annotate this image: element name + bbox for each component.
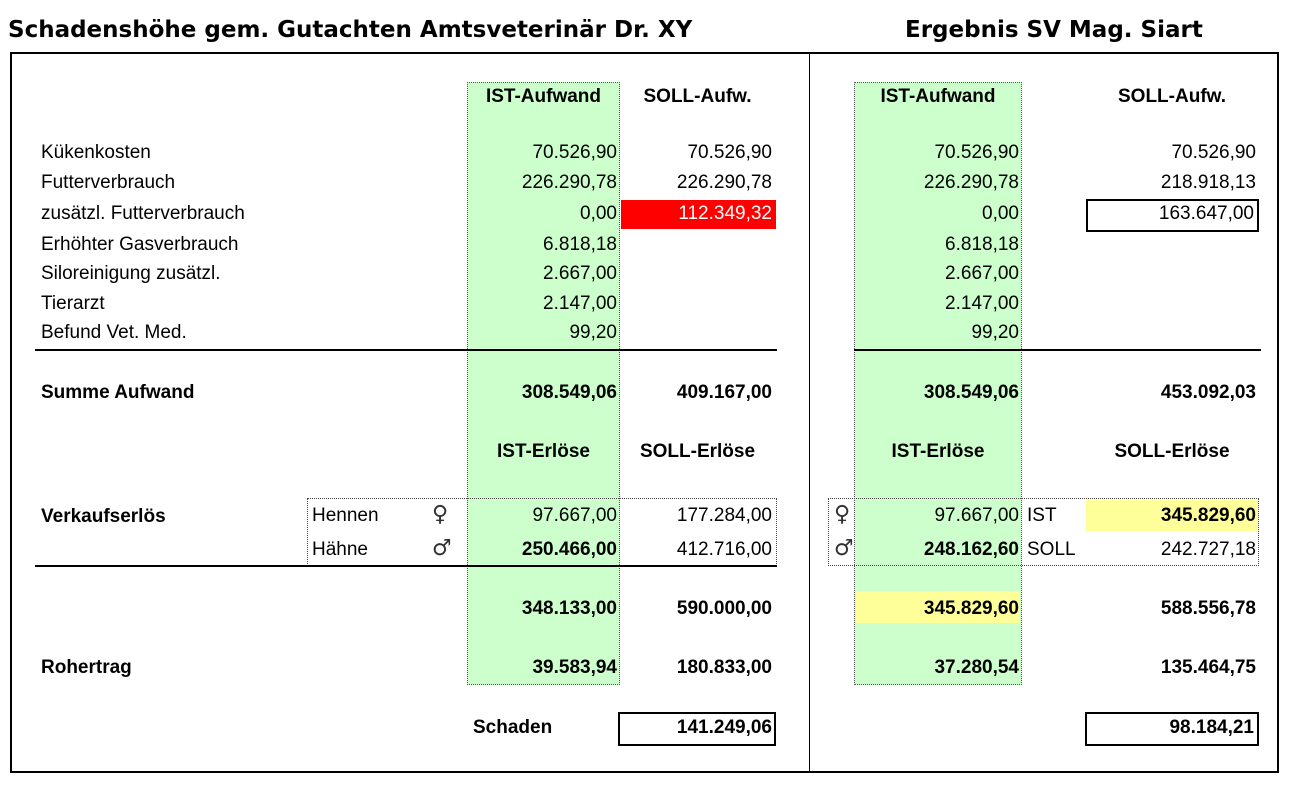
- right-ist-value: 99,20: [971, 322, 1019, 343]
- left-hennen-soll: 177.284,00: [676, 505, 772, 526]
- right-soll-value: 70.526,90: [1171, 142, 1256, 163]
- male-symbol-icon: ♂: [432, 536, 452, 561]
- right-erloese-summe-soll: 588.556,78: [1160, 598, 1256, 619]
- right-schaden-box: [1085, 712, 1259, 746]
- left-ist-value: 0,00: [580, 203, 617, 224]
- right-soll-erloese-header: SOLL-Erlöse: [1114, 441, 1230, 462]
- right-ist-value: 2.667,00: [945, 263, 1019, 284]
- left-soll-value: 226.290,78: [676, 172, 772, 193]
- right-erloes-summe-highlight: [856, 591, 1020, 623]
- left-ist-value: 70.526,90: [532, 142, 617, 163]
- right-ist-value: 2.147,00: [945, 293, 1019, 314]
- row-label-tierarzt: Tierarzt: [41, 293, 105, 314]
- row-label-gasverbrauch: Erhöhter Gasverbrauch: [41, 234, 239, 255]
- right-rohertrag-ist: 37.280,54: [934, 657, 1019, 678]
- female-symbol-icon: ♀: [834, 502, 851, 527]
- right-haehne-soll: 242.727,18: [1160, 539, 1256, 560]
- summe-aufwand-label: Summe Aufwand: [41, 382, 195, 403]
- row-label-befund: Befund Vet. Med.: [41, 322, 187, 343]
- left-soll-erloese-header: SOLL-Erlöse: [639, 441, 756, 462]
- right-verkauf-box: [828, 498, 1259, 566]
- left-ist-value: 226.290,78: [521, 172, 617, 193]
- right-summe-ist: 308.549,06: [923, 382, 1019, 403]
- left-rohertrag-ist: 39.583,94: [532, 657, 617, 678]
- right-rohertrag-soll: 135.464,75: [1160, 657, 1256, 678]
- right-soll-value: 218.918,13: [1160, 172, 1256, 193]
- left-ist-value: 6.818,18: [543, 234, 617, 255]
- right-ist-erloes-highlight: [1086, 500, 1258, 531]
- right-title: Ergebnis SV Mag. Siart: [905, 17, 1203, 43]
- right-ist-column-bg: [854, 82, 1022, 685]
- left-haehne-soll: 412.716,00: [676, 539, 772, 560]
- left-ist-aufwand-header: IST-Aufwand: [485, 86, 602, 107]
- table-frame: [10, 52, 1279, 773]
- left-ist-erloese-header: IST-Erlöse: [497, 441, 590, 462]
- verkaufserloes-label: Verkaufserlös: [41, 506, 166, 527]
- left-schaden-box: [618, 712, 776, 746]
- left-soll-value-highlighted: 112.349,32: [678, 203, 772, 224]
- left-erloese-summe-soll: 590.000,00: [676, 598, 772, 619]
- right-ist-value: 6.818,18: [945, 234, 1019, 255]
- right-ist-value: 226.290,78: [923, 172, 1019, 193]
- right-schaden-value: 98.184,21: [1169, 717, 1254, 738]
- male-symbol-icon: ♂: [834, 536, 854, 561]
- right-zusaetzl-soll-box: [1086, 199, 1259, 232]
- left-ist-value: 2.147,00: [543, 293, 617, 314]
- right-soll-tag: SOLL: [1027, 539, 1076, 560]
- left-ist-column-bg: [467, 82, 620, 685]
- right-ist-value: 0,00: [982, 203, 1019, 224]
- left-title: Schadenshöhe gem. Gutachten Amtsveterinä…: [8, 17, 693, 43]
- hennen-label: Hennen: [312, 505, 379, 526]
- right-soll-value-boxed: 163.647,00: [1158, 203, 1254, 224]
- right-ist-erloese-header: IST-Erlöse: [891, 441, 985, 462]
- right-erloese-summe-ist: 345.829,60: [923, 598, 1019, 619]
- row-label-zusaetzl-futterverbrauch: zusätzl. Futterverbrauch: [41, 203, 245, 224]
- right-ist-aufwand-header: IST-Aufwand: [880, 86, 996, 107]
- separator-line-left-2: [35, 565, 777, 567]
- left-ist-value: 99,20: [569, 322, 617, 343]
- haehne-label: Hähne: [312, 539, 368, 560]
- left-haehne-ist: 250.466,00: [521, 539, 617, 560]
- right-summe-soll: 453.092,03: [1160, 382, 1256, 403]
- left-erloese-summe-ist: 348.133,00: [521, 598, 617, 619]
- left-zusaetzl-soll-highlight: [621, 200, 776, 229]
- left-schaden-value: 141.249,06: [676, 717, 772, 738]
- row-label-siloreinigung: Siloreinigung zusätzl.: [41, 263, 221, 284]
- right-ist-value: 70.526,90: [934, 142, 1019, 163]
- schaden-label: Schaden: [473, 717, 553, 738]
- right-haehne-ist: 248.162,60: [923, 539, 1019, 560]
- left-rohertrag-soll: 180.833,00: [676, 657, 772, 678]
- right-hennen-soll: 345.829,60: [1160, 505, 1256, 526]
- rohertrag-label: Rohertrag: [41, 657, 132, 678]
- left-summe-soll: 409.167,00: [676, 382, 772, 403]
- right-ist-tag: IST: [1027, 505, 1057, 526]
- left-summe-ist: 308.549,06: [521, 382, 617, 403]
- left-hennen-ist: 97.667,00: [532, 505, 617, 526]
- left-soll-aufw-header: SOLL-Aufw.: [643, 86, 752, 107]
- right-soll-aufw-header: SOLL-Aufw.: [1118, 86, 1226, 107]
- right-hennen-ist: 97.667,00: [934, 505, 1019, 526]
- female-symbol-icon: ♀: [432, 502, 449, 527]
- separator-line-right: [854, 349, 1261, 351]
- row-label-futterverbrauch: Futterverbrauch: [41, 172, 176, 193]
- row-label-kuekenkosten: Kükenkosten: [41, 142, 151, 163]
- separator-line-left: [35, 349, 777, 351]
- left-soll-value: 70.526,90: [687, 142, 772, 163]
- section-divider: [809, 52, 810, 773]
- left-ist-value: 2.667,00: [543, 263, 617, 284]
